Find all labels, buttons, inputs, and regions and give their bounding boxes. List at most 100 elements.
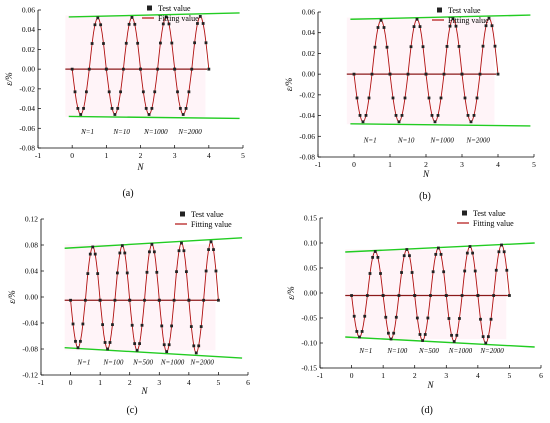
test-value-point	[88, 252, 92, 256]
x-tick-label: 4	[207, 151, 211, 160]
test-value-point	[135, 348, 139, 352]
x-tick-label: 1	[104, 151, 108, 160]
y-tick-label: 0.04	[22, 25, 35, 34]
x-axis-label: N	[136, 162, 144, 172]
test-value-point	[180, 241, 183, 245]
test-value-point	[74, 339, 77, 343]
legend-test-marker	[437, 7, 442, 13]
y-tick-label: -0.08	[299, 153, 315, 162]
y-tick-label: -0.08	[19, 144, 35, 153]
test-value-point	[379, 18, 383, 22]
shade-band	[345, 249, 507, 340]
test-value-point	[434, 252, 438, 256]
cycle-label: N=10	[397, 137, 415, 145]
y-tick-label: 0.06	[22, 6, 35, 15]
test-value-point	[96, 16, 100, 20]
panel-d: 0.15 0.10 0.05 0.00 -0.05 -0.10 -0.15-1 0 1 2 3 4 5 6…	[286, 209, 543, 416]
test-value-point	[209, 240, 213, 244]
test-value-point	[363, 314, 367, 318]
test-value-point	[120, 244, 124, 248]
test-value-point	[141, 90, 145, 94]
test-value-point	[460, 72, 464, 76]
test-value-point	[82, 107, 85, 110]
test-value-point	[408, 254, 411, 258]
test-value-point	[207, 67, 211, 71]
test-value-point	[481, 335, 485, 339]
test-value-point	[197, 344, 201, 348]
test-value-point	[489, 317, 493, 321]
cycle-label: N=1000	[143, 128, 168, 136]
x-tick-label: 2	[424, 160, 428, 169]
test-value-point	[152, 250, 156, 254]
test-value-point	[415, 17, 419, 21]
test-value-point	[502, 250, 506, 254]
test-value-point	[463, 269, 467, 273]
test-value-point	[198, 15, 202, 18]
test-value-point	[71, 322, 75, 326]
x-tick-label: 5	[532, 160, 536, 169]
test-value-point	[214, 269, 218, 273]
cycle-label: N=1000	[448, 347, 473, 355]
test-value-point	[184, 107, 188, 110]
test-value-point	[204, 269, 208, 273]
test-value-point	[497, 250, 501, 254]
test-value-point	[70, 67, 74, 71]
y-axis-label: ε/%	[4, 72, 14, 86]
test-value-point	[484, 24, 488, 28]
test-value-point	[124, 41, 128, 45]
shade-band	[64, 244, 216, 351]
test-value-point	[113, 113, 117, 116]
test-value-point	[496, 72, 500, 76]
x-tick-label: 4	[496, 160, 500, 169]
test-value-point	[365, 294, 369, 297]
y-axis-label: ε/%	[7, 290, 17, 304]
test-value-point	[140, 323, 144, 327]
x-tick-label: 6	[539, 371, 543, 380]
test-value-point	[397, 120, 401, 124]
test-value-point	[455, 333, 459, 337]
y-tick-label: 0.04	[25, 267, 38, 276]
x-axis-label: N	[426, 380, 434, 390]
test-value-point	[466, 114, 470, 117]
panel-b: 0.06 0.04 0.02 0.00 -0.02 -0.04 -0.06 -0.08-1 0 1…	[284, 6, 536, 202]
test-value-point	[421, 45, 425, 49]
test-value-point	[379, 272, 382, 275]
cycle-label: N=1000	[429, 137, 454, 145]
test-value-point	[418, 333, 422, 336]
test-value-point	[93, 252, 97, 256]
y-tick-label: -0.06	[19, 124, 35, 133]
legend-test-marker	[147, 5, 152, 11]
test-value-point	[433, 120, 437, 124]
test-value-point	[212, 248, 215, 251]
panel-label: (c)	[126, 405, 137, 416]
test-value-point	[370, 72, 374, 76]
y-tick-label: 0.02	[302, 49, 315, 58]
test-value-point	[475, 96, 479, 100]
x-tick-label: 3	[157, 378, 161, 387]
x-tick-label: 1	[388, 160, 392, 169]
x-tick-label: 0	[352, 160, 356, 169]
y-tick-label: -0.06	[299, 132, 315, 141]
y-tick-label: 0.00	[304, 289, 317, 298]
test-value-point	[87, 67, 91, 71]
test-value-point	[373, 45, 377, 49]
test-value-point	[190, 67, 194, 71]
test-value-point	[113, 298, 117, 302]
test-value-point	[175, 270, 178, 274]
test-value-point	[421, 339, 425, 342]
test-value-point	[490, 24, 494, 28]
test-value-point	[355, 96, 359, 100]
test-value-point	[182, 249, 186, 253]
test-value-point	[385, 45, 389, 49]
test-value-point	[164, 15, 168, 19]
panel-a: 0.06 0.04 0.02 0.00 -0.02 -0.04 -0.06 -0.08-1 0 1…	[4, 4, 245, 199]
test-value-point	[451, 17, 455, 21]
test-value-point	[350, 294, 353, 297]
test-value-point	[360, 330, 364, 333]
test-value-point	[473, 269, 477, 273]
test-value-point	[160, 324, 164, 328]
test-value-point	[402, 254, 406, 258]
test-value-point	[76, 346, 80, 350]
legend-test-label: Test value	[158, 4, 191, 13]
x-tick-label: 1	[381, 371, 385, 380]
